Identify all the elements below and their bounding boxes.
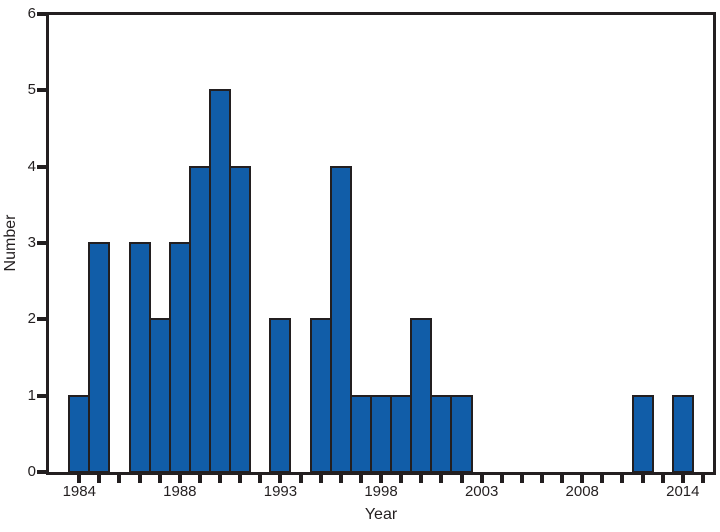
- y-tick: [37, 241, 47, 245]
- x-tick: [620, 475, 625, 483]
- y-tick: [37, 88, 47, 93]
- y-tick-label: 1: [27, 386, 36, 404]
- x-tick: [278, 475, 283, 483]
- x-tick: [419, 475, 424, 483]
- bar: [128, 242, 151, 473]
- x-tick-label: 1988: [163, 483, 197, 500]
- x-tick-label: 2014: [666, 483, 700, 500]
- y-tick: [37, 164, 47, 169]
- y-tick-label: 3: [27, 234, 36, 251]
- x-tick: [97, 475, 102, 483]
- x-tick: [177, 475, 182, 483]
- x-tick: [117, 475, 122, 483]
- x-tick: [338, 475, 343, 483]
- x-tick: [600, 475, 605, 483]
- x-tick: [539, 475, 544, 483]
- y-tick: [37, 470, 47, 474]
- x-tick: [399, 475, 404, 483]
- y-tick-label: 6: [27, 5, 36, 22]
- x-tick: [157, 475, 162, 483]
- bar: [188, 165, 212, 473]
- x-tick: [439, 475, 444, 483]
- y-tick-label: 4: [27, 157, 36, 175]
- bar: [229, 165, 252, 473]
- x-tick-label: 1984: [62, 483, 96, 500]
- y-axis-title: Number: [2, 214, 19, 272]
- bar: [269, 318, 292, 473]
- x-tick-label: 2003: [464, 483, 499, 500]
- x-tick: [519, 475, 524, 483]
- x-tick: [258, 475, 263, 483]
- bar: [309, 318, 332, 473]
- x-tick: [499, 475, 504, 483]
- x-tick: [197, 475, 202, 483]
- y-tick-label: 5: [27, 81, 36, 99]
- bar: [410, 318, 433, 473]
- bar: [631, 394, 654, 473]
- bar: [148, 318, 171, 473]
- bar: [390, 394, 413, 473]
- x-tick: [318, 475, 323, 483]
- bar: [430, 394, 453, 473]
- x-tick: [560, 475, 565, 483]
- bar: [671, 394, 694, 473]
- bar: [349, 394, 372, 473]
- x-tick: [459, 475, 464, 483]
- x-axis-title: Year: [364, 506, 398, 523]
- x-tick-label: 1993: [263, 483, 298, 500]
- x-tick: [358, 475, 363, 483]
- bar: [68, 394, 91, 473]
- x-tick: [298, 475, 303, 483]
- x-tick: [660, 475, 665, 483]
- x-tick: [680, 475, 685, 483]
- x-tick: [218, 475, 223, 483]
- y-tick: [37, 317, 47, 322]
- x-tick: [238, 475, 243, 483]
- y-tick-label: 0: [27, 463, 36, 480]
- x-tick: [640, 475, 645, 483]
- x-tick: [479, 475, 484, 483]
- bar: [168, 242, 191, 473]
- bar: [450, 394, 473, 473]
- x-tick: [700, 475, 705, 483]
- bar: [88, 242, 111, 473]
- y-tick-label: 2: [27, 310, 36, 328]
- x-tick: [580, 475, 585, 483]
- y-tick: [37, 393, 47, 398]
- x-tick: [77, 475, 82, 483]
- x-tick: [379, 475, 384, 483]
- x-tick-label: 2008: [565, 483, 599, 500]
- x-tick: [137, 475, 142, 483]
- bar: [209, 89, 232, 473]
- y-tick: [37, 12, 47, 16]
- bar: [369, 394, 393, 473]
- bar: [329, 165, 352, 473]
- x-tick-label: 1998: [364, 483, 398, 500]
